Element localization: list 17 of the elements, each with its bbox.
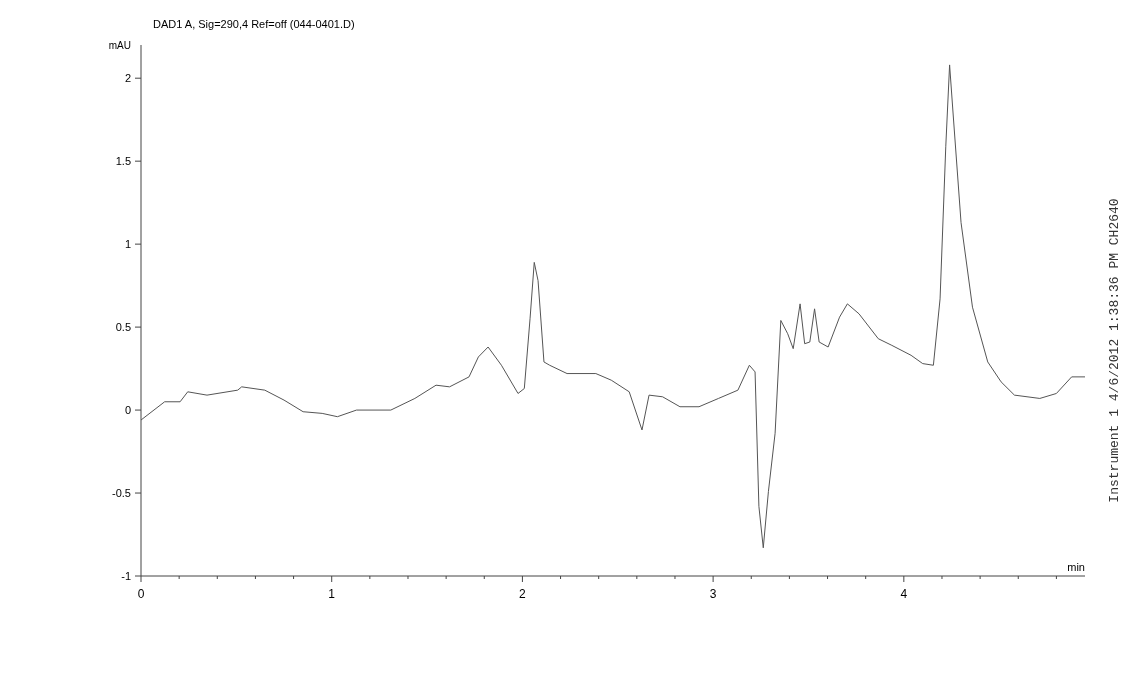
y-tick-label: -1 (121, 570, 131, 582)
x-tick-label: 1 (328, 587, 336, 601)
x-tick-label: 4 (900, 587, 908, 601)
y-axis-title: mAU (108, 40, 131, 51)
chart-title: DAD1 A, Sig=290,4 Ref=off (044-0401.D) (153, 18, 355, 30)
line-series (140, 64, 1086, 549)
y-tick-label: 0.5 (115, 321, 131, 334)
x-tick-label: 2 (519, 587, 527, 601)
y-tick-label: 0 (124, 404, 131, 417)
x-tick-label: 0 (137, 587, 145, 601)
y-tick-label: 1.5 (115, 155, 131, 168)
text: Instrument 1 4/6/2012 1:38:36 PM CH2640 (1107, 198, 1122, 503)
y-tick-label: -0.5 (112, 487, 131, 500)
y-tick-label: 2 (124, 72, 131, 85)
y-tick-label: 1 (124, 238, 131, 251)
x-axis-title: min (1067, 561, 1085, 573)
x-tick-label: 3 (709, 587, 717, 601)
